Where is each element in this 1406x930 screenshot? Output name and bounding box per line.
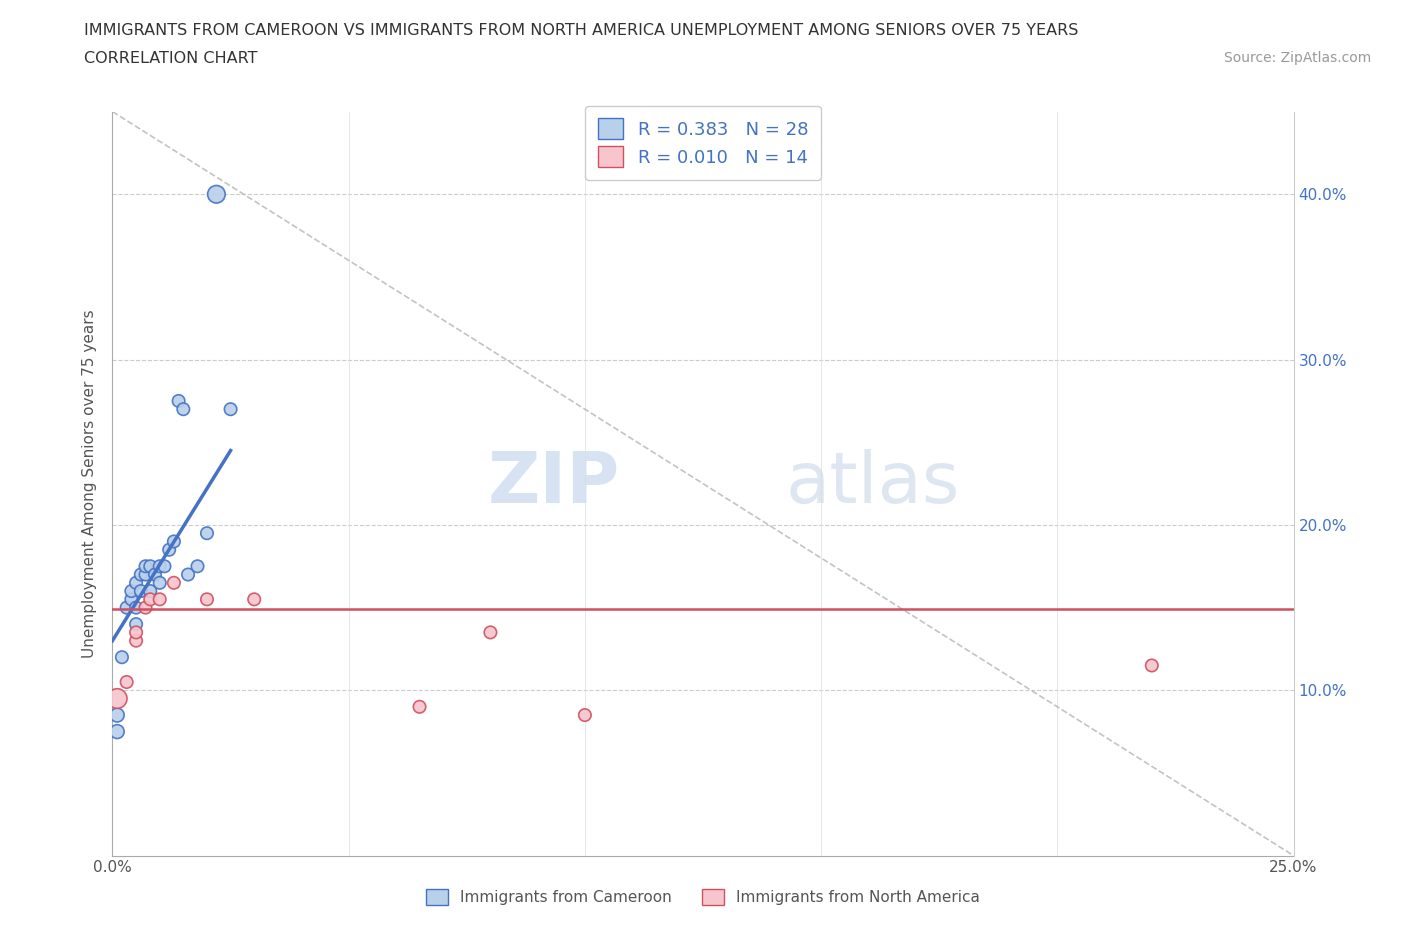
Point [120, 591, 142, 606]
Point [163, 576, 186, 591]
Point [149, 559, 172, 574]
Point [125, 600, 148, 615]
Y-axis label: Unemployment Among Seniors over 75 years: Unemployment Among Seniors over 75 years [82, 310, 97, 658]
Text: ZIP: ZIP [488, 449, 620, 518]
Point [243, 591, 266, 606]
Point [1140, 658, 1163, 673]
Point [219, 402, 242, 417]
Point [115, 600, 138, 615]
Point [129, 584, 152, 599]
Legend: Immigrants from Cameroon, Immigrants from North America: Immigrants from Cameroon, Immigrants fro… [419, 882, 987, 913]
Point [125, 625, 148, 640]
Point [153, 559, 176, 574]
Point [125, 576, 148, 591]
Point [111, 650, 134, 665]
Legend: R = 0.383   N = 28, R = 0.010   N = 14: R = 0.383 N = 28, R = 0.010 N = 14 [585, 106, 821, 180]
Point [195, 525, 218, 540]
Point [139, 559, 162, 574]
Point [163, 534, 186, 549]
Point [135, 600, 157, 615]
Point [105, 708, 128, 723]
Point [172, 402, 194, 417]
Point [125, 633, 148, 648]
Point [149, 591, 172, 606]
Point [186, 559, 208, 574]
Text: IMMIGRANTS FROM CAMEROON VS IMMIGRANTS FROM NORTH AMERICA UNEMPLOYMENT AMONG SEN: IMMIGRANTS FROM CAMEROON VS IMMIGRANTS F… [84, 23, 1078, 38]
Point [135, 559, 157, 574]
Point [135, 567, 157, 582]
Point [177, 567, 200, 582]
Point [408, 699, 430, 714]
Point [574, 708, 596, 723]
Point [157, 542, 180, 557]
Point [105, 691, 128, 706]
Point [139, 591, 162, 606]
Text: atlas: atlas [786, 449, 960, 518]
Point [115, 674, 138, 689]
Text: Source: ZipAtlas.com: Source: ZipAtlas.com [1223, 51, 1371, 65]
Point [129, 567, 152, 582]
Point [105, 724, 128, 739]
Point [205, 187, 228, 202]
Point [143, 567, 166, 582]
Point [167, 393, 190, 408]
Point [139, 584, 162, 599]
Point [479, 625, 502, 640]
Point [120, 584, 142, 599]
Text: CORRELATION CHART: CORRELATION CHART [84, 51, 257, 66]
Point [149, 576, 172, 591]
Point [125, 617, 148, 631]
Point [195, 591, 218, 606]
